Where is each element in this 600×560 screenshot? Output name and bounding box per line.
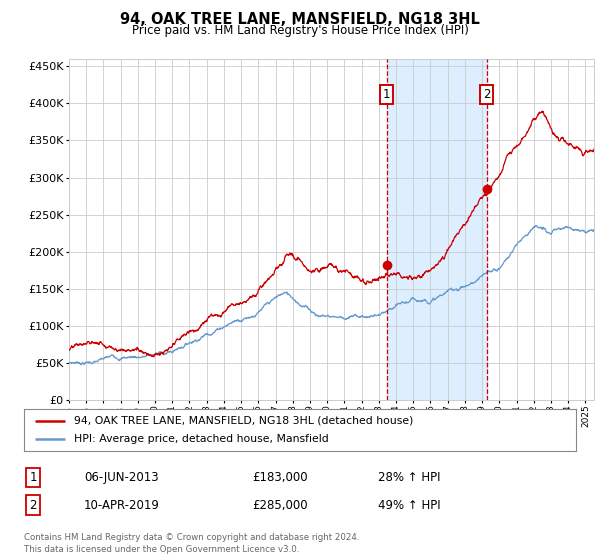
Text: Price paid vs. HM Land Registry's House Price Index (HPI): Price paid vs. HM Land Registry's House … xyxy=(131,24,469,36)
Text: 10-APR-2019: 10-APR-2019 xyxy=(84,498,160,512)
Text: £285,000: £285,000 xyxy=(252,498,308,512)
Text: 49% ↑ HPI: 49% ↑ HPI xyxy=(378,498,440,512)
Text: Contains HM Land Registry data © Crown copyright and database right 2024.: Contains HM Land Registry data © Crown c… xyxy=(24,533,359,542)
Text: 94, OAK TREE LANE, MANSFIELD, NG18 3HL: 94, OAK TREE LANE, MANSFIELD, NG18 3HL xyxy=(120,12,480,27)
Text: HPI: Average price, detached house, Mansfield: HPI: Average price, detached house, Mans… xyxy=(74,434,328,444)
Bar xyxy=(386,59,487,400)
Text: £183,000: £183,000 xyxy=(252,471,308,484)
Text: 1: 1 xyxy=(29,471,37,484)
Text: 94, OAK TREE LANE, MANSFIELD, NG18 3HL (detached house): 94, OAK TREE LANE, MANSFIELD, NG18 3HL (… xyxy=(74,416,413,426)
Text: 2: 2 xyxy=(483,88,491,101)
Text: 1: 1 xyxy=(383,88,391,101)
Text: 2: 2 xyxy=(29,498,37,512)
Text: This data is licensed under the Open Government Licence v3.0.: This data is licensed under the Open Gov… xyxy=(24,545,299,554)
Text: 06-JUN-2013: 06-JUN-2013 xyxy=(84,471,158,484)
Text: 28% ↑ HPI: 28% ↑ HPI xyxy=(378,471,440,484)
